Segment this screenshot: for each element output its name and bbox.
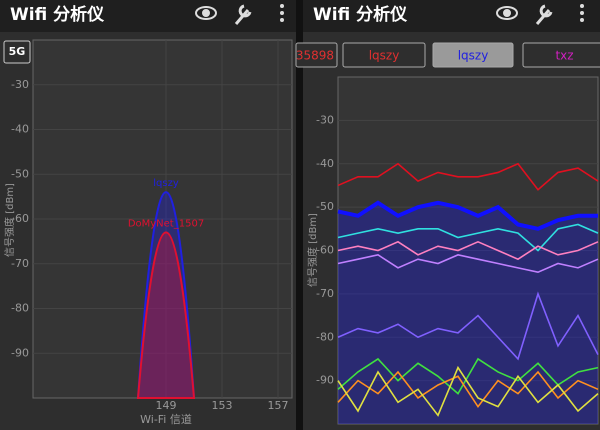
signal-line xyxy=(337,200,598,231)
y-tick-label: -80 xyxy=(11,302,29,315)
signal-area xyxy=(338,202,598,424)
settings-icon[interactable] xyxy=(535,4,553,25)
network-tab[interactable] xyxy=(295,42,338,68)
y-axis-label: 信号强度 [dBm] xyxy=(3,183,16,257)
y-tick-label: -70 xyxy=(11,257,29,270)
y-tick-label: -80 xyxy=(316,330,334,343)
eye-icon[interactable] xyxy=(195,6,217,20)
y-tick-label: -40 xyxy=(316,157,334,170)
y-tick-label: -30 xyxy=(316,113,334,126)
network-tab-label: lqszy xyxy=(458,49,489,63)
signal-line xyxy=(337,223,599,252)
x-tick-label: 157 xyxy=(268,399,289,412)
signal-line xyxy=(337,240,599,261)
network-tab[interactable] xyxy=(432,42,514,68)
y-tick-label: -50 xyxy=(11,167,29,180)
network-label: DoMyNet_1507 xyxy=(128,218,204,229)
y-tick-label: -30 xyxy=(11,78,29,91)
signal-curve xyxy=(136,231,196,399)
x-tick-label: 149 xyxy=(156,399,177,412)
network-tab[interactable] xyxy=(342,42,426,68)
y-tick-label: -70 xyxy=(316,287,334,300)
signal-line xyxy=(337,357,599,395)
signal-curve xyxy=(136,191,196,399)
band-button-label: 5G xyxy=(9,45,26,58)
y-tick-label: -40 xyxy=(11,123,29,136)
band-button[interactable] xyxy=(3,40,31,64)
y-tick-label: -90 xyxy=(316,374,334,387)
network-tab-label: 35898 xyxy=(296,49,334,63)
x-axis-label: Wi-Fi 信道 xyxy=(140,412,192,426)
y-axis-label: 信号强度 [dBm] xyxy=(306,213,319,287)
signal-line xyxy=(337,253,599,274)
menu-icon[interactable] xyxy=(280,4,284,22)
y-tick-label: -60 xyxy=(11,212,29,225)
network-tab[interactable] xyxy=(522,42,600,68)
y-tick-label: -90 xyxy=(11,346,29,359)
network-tab-label: lqszy xyxy=(369,49,400,63)
network-label: lqszy xyxy=(153,178,179,189)
menu-icon[interactable] xyxy=(580,4,584,22)
y-tick-label: -60 xyxy=(316,244,334,257)
settings-icon[interactable] xyxy=(234,4,252,25)
app-title: Wifi 分析仪 xyxy=(10,4,105,25)
y-tick-label: -50 xyxy=(316,200,334,213)
signal-line xyxy=(337,370,599,409)
signal-line xyxy=(337,291,599,361)
network-tab-label: txz xyxy=(555,49,573,63)
signal-line xyxy=(337,162,599,191)
signal-line xyxy=(337,365,599,417)
eye-icon[interactable] xyxy=(496,6,518,20)
x-tick-label: 153 xyxy=(212,399,233,412)
app-title: Wifi 分析仪 xyxy=(313,4,408,25)
